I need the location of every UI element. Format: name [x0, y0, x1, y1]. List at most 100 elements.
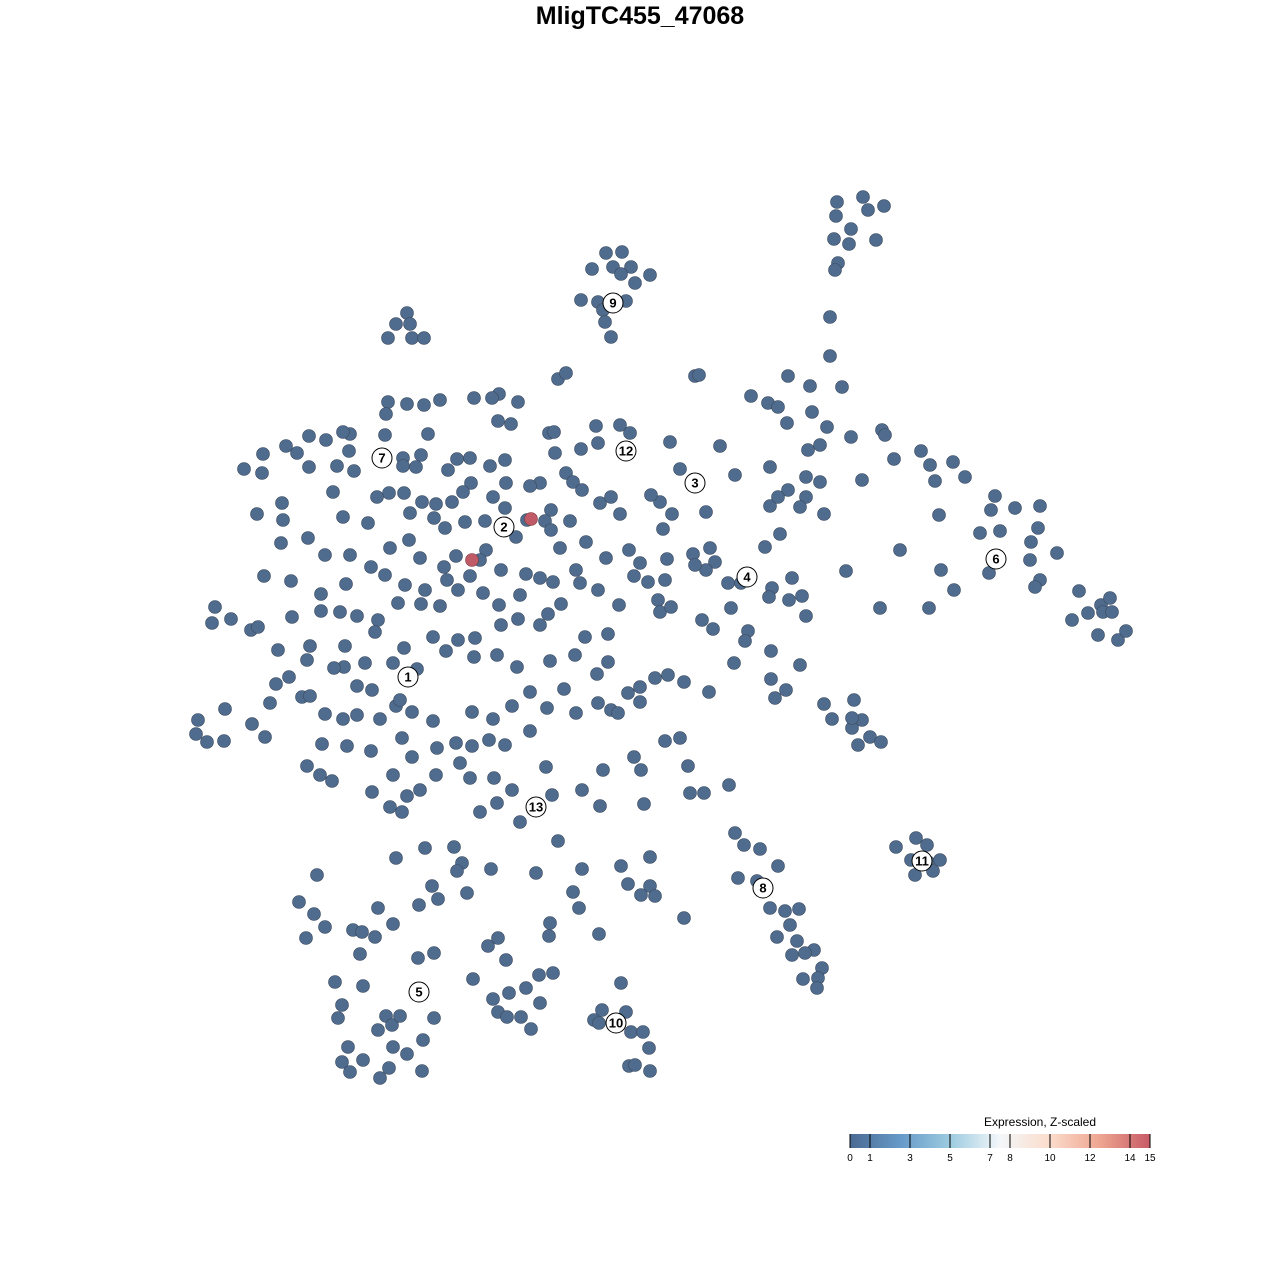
- data-point: [274, 536, 288, 550]
- data-point: [468, 631, 482, 645]
- data-point: [529, 866, 543, 880]
- data-point: [381, 331, 395, 345]
- data-point: [1081, 606, 1095, 620]
- data-point: [300, 653, 314, 667]
- data-point: [830, 195, 844, 209]
- data-point: [405, 750, 419, 764]
- data-point: [491, 414, 505, 428]
- data-point: [302, 460, 316, 474]
- data-point: [591, 696, 605, 710]
- data-point: [543, 916, 557, 930]
- data-point: [627, 569, 641, 583]
- data-point: [426, 714, 440, 728]
- data-point: [499, 476, 513, 490]
- data-point: [343, 548, 357, 562]
- data-point: [440, 573, 454, 587]
- data-point: [722, 778, 736, 792]
- data-point: [335, 1055, 349, 1069]
- data-point: [276, 513, 290, 527]
- data-point: [307, 907, 321, 921]
- data-point: [557, 682, 571, 696]
- data-point: [347, 464, 361, 478]
- data-point: [429, 768, 443, 782]
- data-point: [569, 706, 583, 720]
- data-point: [487, 771, 501, 785]
- data-point: [533, 618, 547, 632]
- cluster-label-badge: [911, 850, 933, 872]
- data-point: [799, 490, 813, 504]
- data-point: [378, 428, 392, 442]
- data-point: [893, 543, 907, 557]
- data-point: [290, 446, 304, 460]
- data-point: [773, 527, 787, 541]
- data-point: [573, 576, 587, 590]
- data-point: [790, 934, 804, 948]
- data-point: [613, 507, 627, 521]
- data-point: [1050, 546, 1064, 560]
- data-point: [258, 730, 272, 744]
- data-point: [473, 805, 487, 819]
- data-point: [920, 838, 934, 852]
- data-point: [450, 452, 464, 466]
- data-point: [208, 600, 222, 614]
- data-point: [1091, 628, 1105, 642]
- data-point: [370, 490, 384, 504]
- data-point: [763, 499, 777, 513]
- data-point: [683, 786, 697, 800]
- data-point: [427, 1011, 441, 1025]
- data-point: [932, 508, 946, 522]
- data-point: [613, 418, 627, 432]
- data-point: [255, 466, 269, 480]
- data-point: [644, 488, 658, 502]
- data-point: [621, 877, 635, 891]
- data-point: [653, 495, 667, 509]
- data-point: [302, 429, 316, 443]
- data-point: [922, 601, 936, 615]
- data-point: [566, 475, 580, 489]
- data-point: [553, 541, 567, 555]
- data-point: [413, 551, 427, 565]
- data-point: [624, 1025, 638, 1039]
- data-point: [285, 610, 299, 624]
- data-point: [721, 576, 735, 590]
- data-point: [633, 556, 647, 570]
- data-point: [628, 276, 642, 290]
- data-point: [592, 927, 606, 941]
- data-point: [851, 738, 865, 752]
- data-point: [839, 564, 853, 578]
- data-point: [764, 644, 778, 658]
- legend-tick-label: 8: [1007, 1153, 1013, 1164]
- data-point: [463, 451, 477, 465]
- data-point: [540, 701, 554, 715]
- data-point: [405, 331, 419, 345]
- data-point: [300, 759, 314, 773]
- data-point: [333, 605, 347, 619]
- data-point: [373, 1071, 387, 1085]
- data-point: [499, 953, 513, 967]
- data-point: [728, 826, 742, 840]
- data-point: [660, 552, 674, 566]
- data-point: [628, 1058, 642, 1072]
- data-point: [803, 379, 817, 393]
- data-point: [877, 199, 891, 213]
- data-point: [572, 901, 586, 915]
- data-point: [505, 699, 519, 713]
- data-point: [482, 733, 496, 747]
- data-point: [405, 705, 419, 719]
- data-point: [523, 724, 537, 738]
- data-point: [532, 968, 546, 982]
- data-point: [820, 420, 834, 434]
- data-point: [575, 483, 589, 497]
- data-point: [350, 679, 364, 693]
- data-point: [544, 523, 558, 537]
- cluster-label: 6: [992, 552, 999, 567]
- data-point: [292, 895, 306, 909]
- data-point: [391, 596, 405, 610]
- data-point: [385, 1018, 399, 1032]
- data-point: [623, 426, 637, 440]
- data-point: [855, 473, 869, 487]
- cluster-label-badge: [985, 548, 1007, 570]
- data-point: [590, 667, 604, 681]
- data-point: [589, 419, 603, 433]
- data-point: [771, 400, 785, 414]
